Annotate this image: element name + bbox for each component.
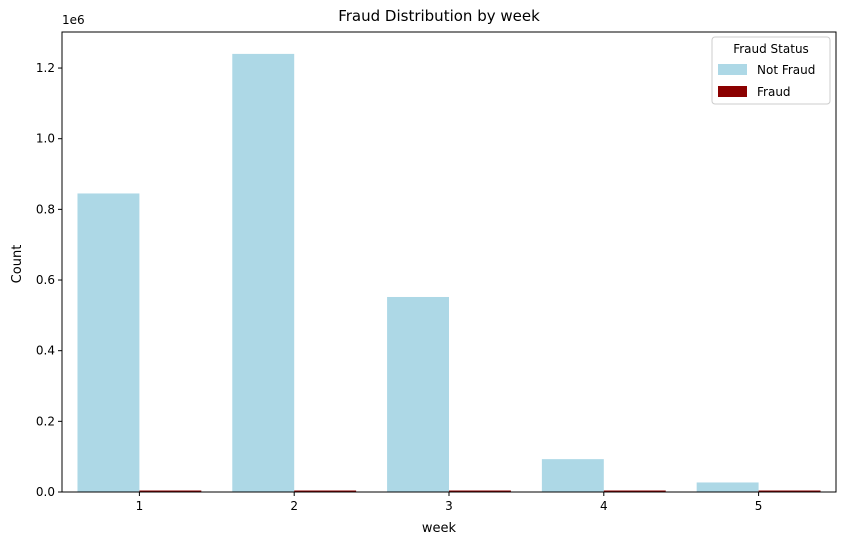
- y-tick-label: 1.2: [36, 61, 55, 75]
- y-tick-label: 0.0: [36, 485, 55, 499]
- legend-swatch-fraud: [718, 86, 747, 97]
- x-tick-label: 5: [755, 499, 763, 513]
- bar-fraud-week-1: [139, 490, 202, 492]
- legend-swatch-not-fraud: [718, 64, 747, 75]
- y-tick-label: 0.8: [36, 202, 55, 216]
- legend: Fraud Status Not Fraud Fraud: [711, 36, 831, 105]
- bar-not-fraud-week-3: [387, 296, 449, 492]
- x-axis-ticks: 1 2 3 4 5: [136, 492, 763, 513]
- legend-items: Not Fraud Fraud: [718, 63, 815, 99]
- bar-fraud-week-5: [758, 490, 821, 492]
- y-tick-label: 0.4: [36, 344, 55, 358]
- x-axis-label: week: [422, 521, 457, 536]
- chart-title: Fraud Distribution by week: [338, 7, 540, 25]
- bar-not-fraud-week-1: [77, 193, 140, 492]
- y-tick-label: 1.0: [36, 132, 55, 146]
- bar-not-fraud-week-5: [696, 482, 759, 492]
- x-tick-label: 4: [600, 499, 608, 513]
- legend-label-fraud: Fraud: [757, 85, 791, 99]
- bar-fraud-week-4: [603, 490, 666, 492]
- bars-layer: [77, 53, 821, 493]
- y-axis-ticks: 0.0 0.2 0.4 0.6 0.8 1.0 1.2: [36, 61, 62, 499]
- x-tick-label: 3: [445, 499, 453, 513]
- bar-fraud-week-3: [449, 490, 511, 492]
- y-tick-label: 0.6: [36, 273, 55, 287]
- y-tick-label: 0.2: [36, 414, 55, 428]
- x-tick-label: 1: [136, 499, 144, 513]
- bar-fraud-week-2: [294, 490, 357, 492]
- y-axis-label: Count: [10, 245, 25, 284]
- legend-title: Fraud Status: [733, 42, 809, 56]
- bar-not-fraud-week-4: [541, 459, 604, 492]
- bar-not-fraud-week-2: [232, 53, 295, 493]
- legend-label-not-fraud: Not Fraud: [757, 63, 815, 77]
- plot-frame: [61, 31, 837, 493]
- y-offset-label: 1e6: [62, 13, 85, 27]
- x-tick-label: 2: [290, 499, 298, 513]
